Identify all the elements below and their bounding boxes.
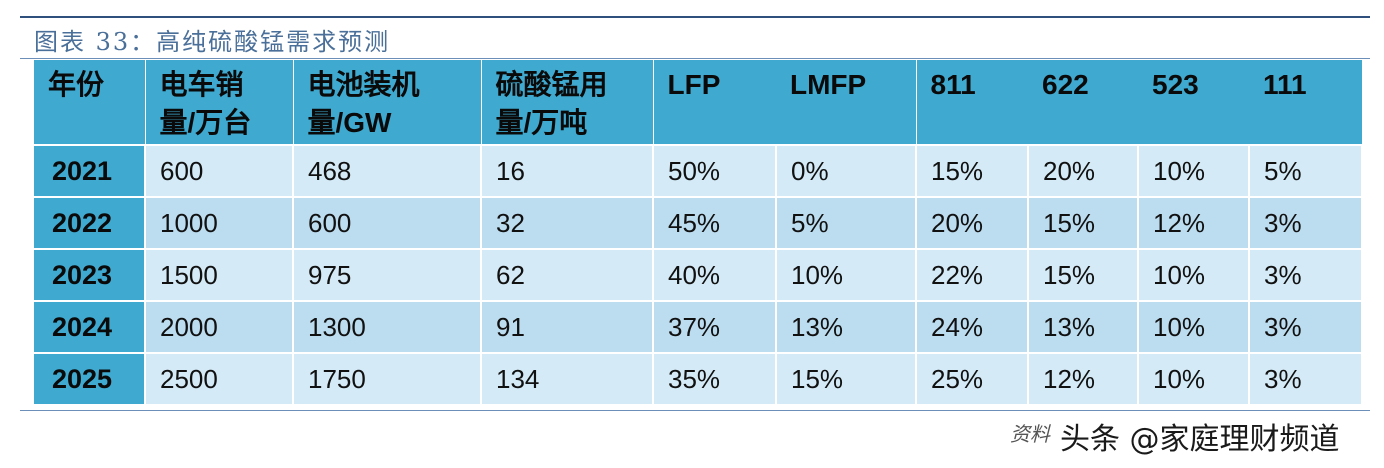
- table-cell: 1300: [293, 300, 482, 353]
- table-cell: 50%: [653, 144, 777, 197]
- source-note: 资料: [1010, 422, 1050, 446]
- table-cell: 15%: [916, 144, 1029, 197]
- table-cell: 3%: [1249, 248, 1363, 301]
- demand-forecast-table: 年份 电车销 量/万台 电池装机 量/GW 硫酸锰用 量/万吨 LFP LMFP 81…: [34, 60, 1363, 404]
- header-ev-sales: 电车销 量/万台: [145, 60, 294, 145]
- figure-title: 图表 33：高纯硫酸锰需求预测: [34, 28, 391, 56]
- table-cell: 2000: [145, 300, 294, 353]
- year-cell: 2024: [34, 300, 146, 353]
- table-cell: 10%: [1138, 300, 1250, 353]
- table-cell: 10%: [776, 248, 917, 301]
- table-cell: 15%: [1028, 196, 1139, 249]
- header-811: 811: [916, 60, 1028, 145]
- table-cell: 40%: [653, 248, 777, 301]
- table-cell: 13%: [776, 300, 917, 353]
- table-cell: 13%: [1028, 300, 1139, 353]
- watermark: 头条 @家庭理财频道: [1060, 422, 1340, 457]
- header-622: 622: [1028, 60, 1138, 145]
- table-cell: 10%: [1138, 352, 1250, 404]
- table-cell: 25%: [916, 352, 1029, 404]
- table-cell: 24%: [916, 300, 1029, 353]
- table-cell: 20%: [1028, 144, 1139, 197]
- table-cell: 45%: [653, 196, 777, 249]
- year-cell: 2023: [34, 248, 146, 301]
- table-cell: 600: [145, 144, 294, 197]
- table-row: 2022 1000 600 32 45% 5% 20% 15% 12% 3%: [34, 196, 1363, 249]
- table-cell: 12%: [1028, 352, 1139, 404]
- table-cell: 468: [293, 144, 482, 197]
- table-cell: 134: [481, 352, 654, 404]
- table-row: 2025 2500 1750 134 35% 15% 25% 12% 10% 3…: [34, 352, 1363, 404]
- table-cell: 37%: [653, 300, 777, 353]
- table-row: 2021 600 468 16 50% 0% 15% 20% 10% 5%: [34, 144, 1363, 197]
- table-cell: 5%: [1249, 144, 1363, 197]
- title-rule: [20, 58, 1370, 59]
- year-cell: 2022: [34, 196, 146, 249]
- table-cell: 5%: [776, 196, 917, 249]
- year-cell: 2025: [34, 352, 146, 404]
- table-cell: 15%: [776, 352, 917, 404]
- table-cell: 12%: [1138, 196, 1250, 249]
- header-mnso4-usage: 硫酸锰用 量/万吨: [481, 60, 654, 145]
- top-rule: [20, 16, 1370, 18]
- header-lfp: LFP: [653, 60, 776, 145]
- table-cell: 35%: [653, 352, 777, 404]
- table-cell: 2500: [145, 352, 294, 404]
- header-111: 111: [1249, 60, 1362, 145]
- header-lmfp: LMFP: [776, 60, 917, 145]
- year-cell: 2021: [34, 144, 146, 197]
- table-row: 2023 1500 975 62 40% 10% 22% 15% 10% 3%: [34, 248, 1363, 301]
- header-523: 523: [1138, 60, 1249, 145]
- table-cell: 10%: [1138, 248, 1250, 301]
- table-cell: 32: [481, 196, 654, 249]
- table-cell: 3%: [1249, 352, 1363, 404]
- table-cell: 0%: [776, 144, 917, 197]
- table-row: 2024 2000 1300 91 37% 13% 24% 13% 10% 3%: [34, 300, 1363, 353]
- footer-rule: [20, 410, 1370, 411]
- table-cell: 15%: [1028, 248, 1139, 301]
- table-cell: 10%: [1138, 144, 1250, 197]
- header-year: 年份: [34, 60, 146, 145]
- table-cell: 1750: [293, 352, 482, 404]
- header-row: 年份 电车销 量/万台 电池装机 量/GW 硫酸锰用 量/万吨 LFP LMFP 81…: [34, 60, 1362, 145]
- header-battery-install: 电池装机 量/GW: [293, 60, 482, 145]
- table-cell: 91: [481, 300, 654, 353]
- table-cell: 600: [293, 196, 482, 249]
- table-cell: 62: [481, 248, 654, 301]
- table-cell: 20%: [916, 196, 1029, 249]
- table-cell: 1500: [145, 248, 294, 301]
- table-cell: 3%: [1249, 196, 1363, 249]
- table-cell: 16: [481, 144, 654, 197]
- table-cell: 3%: [1249, 300, 1363, 353]
- table-cell: 975: [293, 248, 482, 301]
- table-cell: 22%: [916, 248, 1029, 301]
- table-cell: 1000: [145, 196, 294, 249]
